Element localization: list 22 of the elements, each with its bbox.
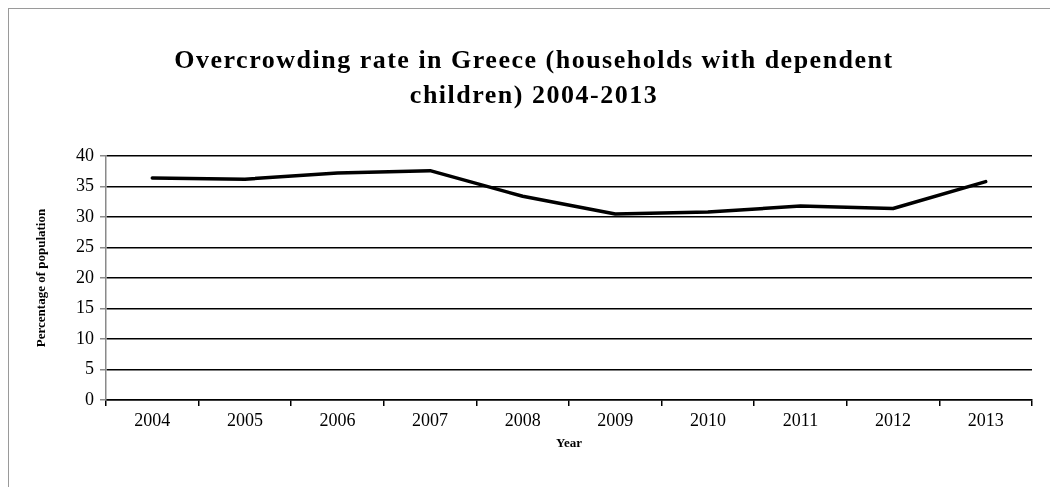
y-tick-label: 35	[76, 175, 94, 196]
x-tick-label: 2012	[875, 409, 912, 430]
x-tick-label: 2005	[226, 409, 263, 430]
y-tick-label: 10	[76, 327, 94, 348]
y-tick-label: 15	[76, 297, 94, 318]
y-tick-label: 25	[76, 236, 94, 257]
x-tick-label: 2008	[504, 409, 541, 430]
y-tick-label: 5	[85, 358, 94, 379]
y-tick-label: 20	[76, 266, 94, 287]
x-tick-label: 2009	[597, 409, 634, 430]
x-tick-label: 2006	[319, 409, 356, 430]
x-tick-label: 2007	[412, 409, 449, 430]
x-tick-label: 2010	[689, 409, 726, 430]
y-tick-label: 30	[76, 205, 94, 226]
x-tick-label: 2004	[134, 409, 171, 430]
y-tick-label: 0	[85, 388, 94, 409]
x-axis-title: Year	[556, 434, 583, 450]
chart-title: Overcrowding rate in Greece (households with dependent children) 2004-2013	[173, 44, 895, 111]
y-axis-title: Percentage of population	[33, 208, 49, 348]
x-tick-label: 2011	[782, 409, 819, 430]
y-tick-label: 40	[76, 144, 94, 165]
x-tick-label: 2013	[967, 409, 1004, 430]
